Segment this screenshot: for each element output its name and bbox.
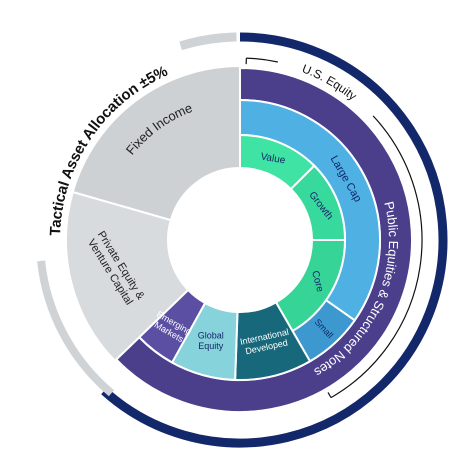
- segment: [137, 288, 207, 364]
- segment-label: Global Equity: [198, 331, 224, 351]
- label-line: Global: [198, 331, 224, 341]
- bracket: [246, 57, 278, 63]
- outer-gray-arc: [37, 260, 115, 397]
- segment: [71, 64, 241, 222]
- label-line: Value: [260, 151, 287, 166]
- outer-ring: [101, 32, 448, 448]
- bracket: [330, 115, 423, 399]
- label-line: Equity: [198, 341, 224, 351]
- outer-gray-arc: [179, 32, 237, 51]
- segment-label: Value: [260, 151, 287, 166]
- bracket-tick: [327, 392, 332, 398]
